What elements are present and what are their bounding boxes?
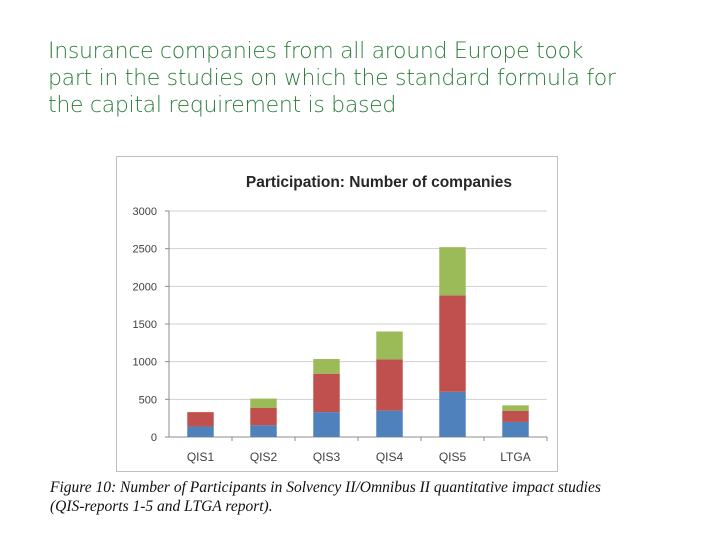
bar-segment-life-qis1: [187, 426, 214, 437]
bar-segment-life-ltga: [502, 421, 529, 437]
bar-segment-other-qis4: [376, 331, 403, 360]
bar-segment-non-life-qis3: [313, 373, 340, 413]
y-tick-label: 3000: [133, 206, 157, 218]
chart-title: Participation: Number of companies: [246, 174, 512, 191]
bars: [187, 247, 529, 437]
y-tick-label: 1500: [133, 319, 157, 331]
slide-title: Insurance companies from all around Euro…: [48, 38, 688, 119]
y-tick-label: 0: [151, 432, 157, 444]
stacked-bar-chart: Participation: Number of companies 0 500 1…: [133, 174, 548, 464]
caption-line-1: Figure 10: Number of Participants in Sol…: [50, 479, 601, 496]
bar-segment-life-qis2: [250, 425, 277, 437]
x-tick-label: QIS4: [376, 450, 404, 464]
bar-segment-other-qis2: [250, 398, 277, 408]
y-tick-label: 2500: [133, 244, 157, 256]
bar-segment-life-qis3: [313, 412, 340, 437]
slide-title-line-3: the capital requirement is based: [48, 93, 397, 118]
bar-segment-non-life-ltga: [502, 411, 529, 422]
y-tick-label: 500: [139, 394, 157, 406]
bar-segment-non-life-qis5: [439, 295, 466, 392]
chart-frame: Participation: Number of companies 0 500 1…: [116, 156, 558, 472]
x-tick-label: LTGA: [500, 450, 530, 464]
x-axis-ticks: QIS1 QIS2 QIS3 QIS4 QIS5 LTGA: [187, 437, 548, 464]
bar-segment-non-life-qis4: [376, 359, 403, 411]
gridlines: [168, 210, 547, 438]
slide-title-line-1: Insurance companies from all around Euro…: [48, 39, 584, 64]
slide-title-line-2: part in the studies on which the standar…: [48, 66, 616, 91]
y-tick-label: 1000: [133, 357, 157, 369]
x-tick-label: QIS2: [250, 450, 278, 464]
y-axis-ticks: 0 500 1000 1500 2000 2500 3000: [133, 206, 169, 444]
bar-segment-life-qis4: [376, 410, 403, 437]
x-tick-label: QIS5: [439, 450, 467, 464]
x-tick-label: QIS3: [313, 450, 341, 464]
bar-segment-other-qis3: [313, 359, 340, 374]
figure-caption: Figure 10: Number of Participants in Sol…: [50, 478, 700, 516]
bar-segment-non-life-qis1: [187, 412, 214, 427]
bar-segment-other-qis5: [439, 247, 466, 296]
y-tick-label: 2000: [133, 281, 157, 293]
x-tick-label: QIS1: [187, 450, 215, 464]
bar-segment-other-ltga: [502, 405, 529, 412]
bar-segment-non-life-qis2: [250, 407, 277, 426]
bar-segment-life-qis5: [439, 391, 466, 437]
caption-line-2: (QIS-reports 1-5 and LTGA report).: [50, 498, 273, 515]
